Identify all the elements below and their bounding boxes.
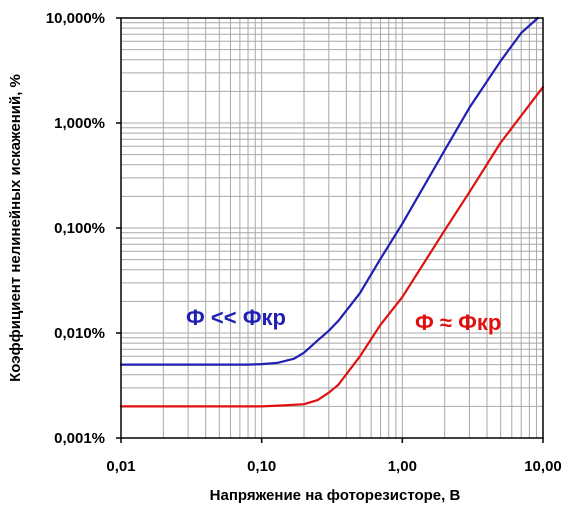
series-label-low: Ф << Фкр [186, 305, 286, 330]
x-tick-label: 0,10 [247, 458, 276, 475]
y-tick-label: 0,001% [54, 430, 105, 447]
y-tick-label: 1,000% [54, 115, 105, 132]
plot-frame [116, 17, 544, 443]
series-label-critical: Ф ≈ Фкр [415, 310, 501, 335]
y-tick-label: 0,010% [54, 325, 105, 342]
grid [121, 18, 543, 438]
y-axis-label: Коэффициент нелинейных искажений, % [7, 74, 24, 382]
series-line-0 [119, 16, 540, 366]
y-tick-labels: 0,001% 0,010% 0,100% 1,000% 10,000% [46, 10, 105, 447]
y-tick-label: 10,000% [46, 10, 105, 27]
series-line-1 [119, 85, 545, 408]
x-tick-label: 0,01 [106, 458, 135, 475]
y-tick-label: 0,100% [54, 220, 105, 237]
x-tick-labels: 0,01 0,10 1,00 10,00 [106, 458, 561, 475]
series-lines [119, 16, 545, 408]
x-tick-label: 1,00 [388, 458, 417, 475]
x-axis-label: Напряжение на фоторезисторе, В [210, 487, 461, 504]
x-tick-label: 10,00 [524, 458, 562, 475]
